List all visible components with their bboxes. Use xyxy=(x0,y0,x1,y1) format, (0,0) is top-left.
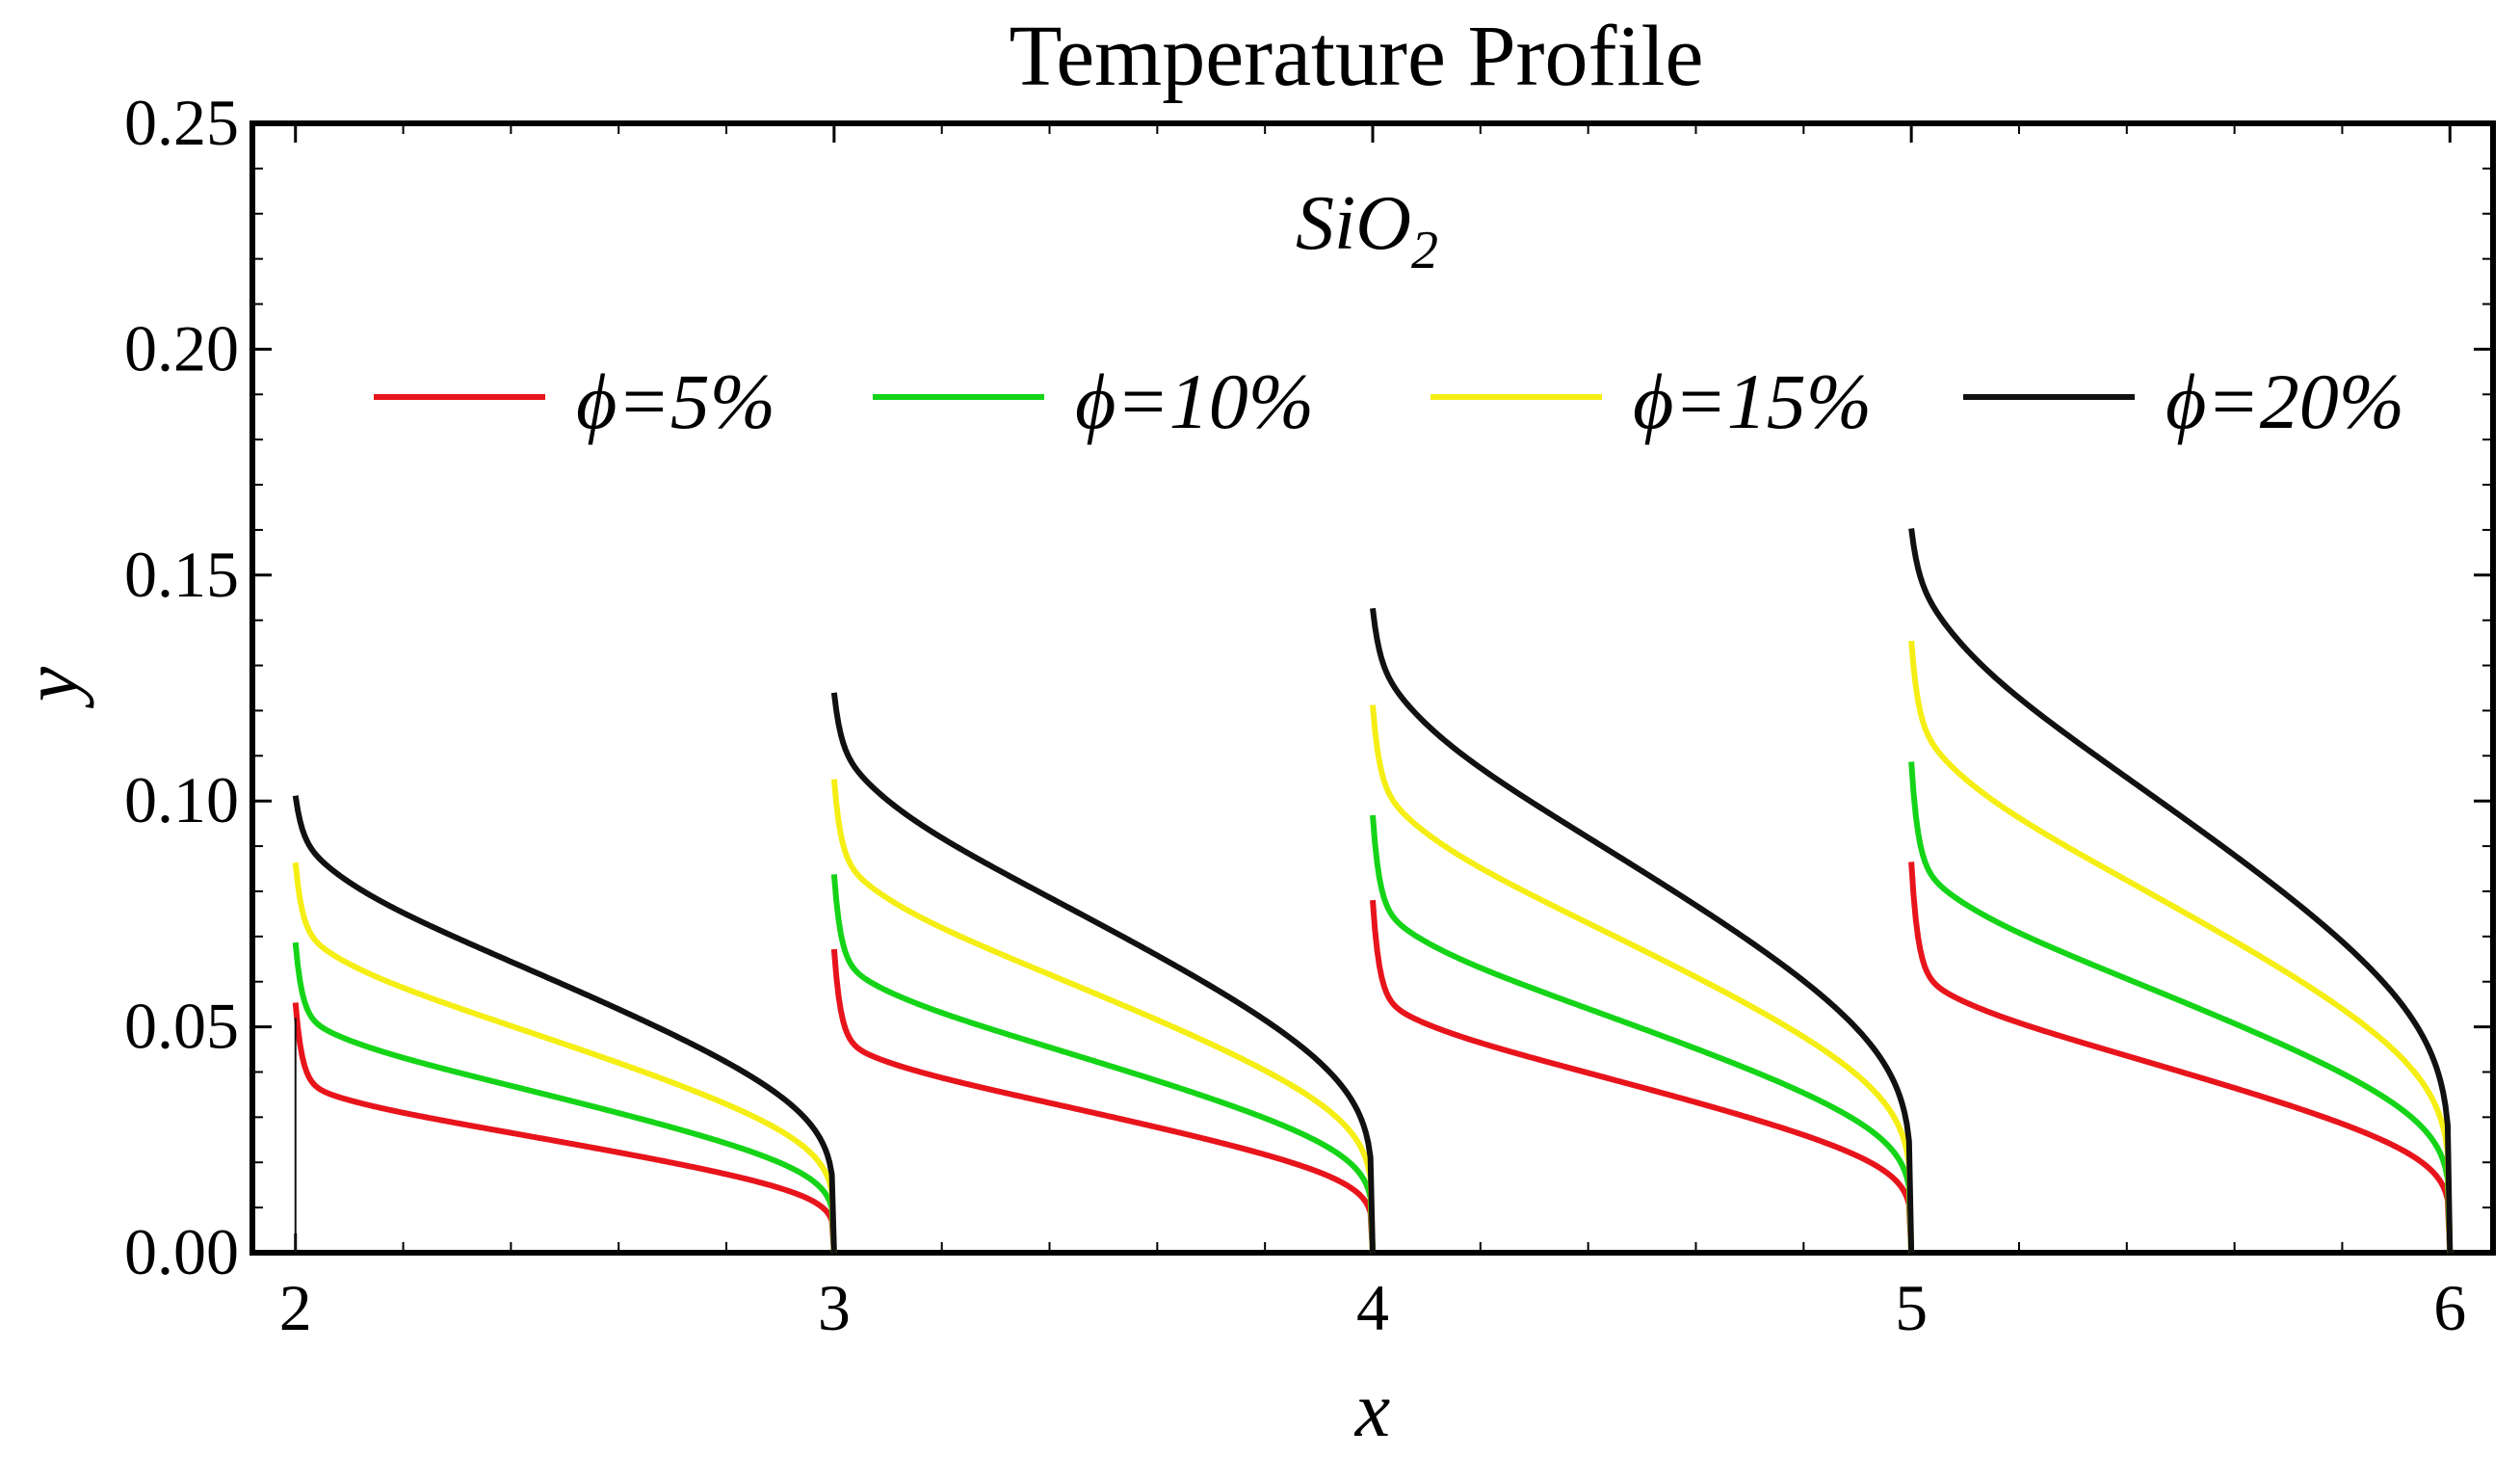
series-line-2-segment-1 xyxy=(292,941,837,1254)
series-lines xyxy=(292,528,2454,1254)
series-line-1-segment-3 xyxy=(1370,899,1915,1254)
y-tick-label: 0.10 xyxy=(124,763,239,836)
legend-label-4: ϕ=20% xyxy=(2166,358,2404,445)
series-line-3-segment-1 xyxy=(292,861,837,1254)
x-axis-label: x xyxy=(1354,1365,1390,1453)
series-line-3-segment-2 xyxy=(830,779,1376,1254)
y-tick-label: 0.05 xyxy=(124,990,239,1063)
x-tick-label: 5 xyxy=(1895,1271,1928,1344)
series-line-1-segment-2 xyxy=(830,948,1376,1254)
material-annotation-subscript: 2 xyxy=(1411,221,1438,280)
y-tick-label: 0.20 xyxy=(124,311,239,384)
series-line-3-segment-3 xyxy=(1370,704,1915,1254)
y-tick-label: 0.00 xyxy=(124,1215,239,1288)
legend: ϕ=5% ϕ=10% ϕ=15% ϕ=20% xyxy=(374,358,2404,445)
series-line-2-segment-2 xyxy=(830,874,1376,1254)
x-tick-label: 6 xyxy=(2433,1271,2466,1344)
y-tick-label: 0.15 xyxy=(124,538,239,611)
legend-label-3: ϕ=15% xyxy=(1633,358,1872,445)
y-tick-label: 0.25 xyxy=(124,86,239,159)
series-line-4-segment-4 xyxy=(1908,528,2454,1254)
series-line-1-segment-1 xyxy=(292,1002,837,1254)
legend-label-2: ϕ=10% xyxy=(1075,358,1314,445)
axis-ticks: 2 3 4 5 6 0.00 0.05 0.10 0.15 0.20 0.25 xyxy=(124,86,2493,1344)
series-line-4-segment-3 xyxy=(1370,607,1915,1254)
series-line-4-segment-2 xyxy=(830,692,1376,1254)
material-annotation-base: SiO xyxy=(1296,181,1411,266)
x-tick-label: 3 xyxy=(818,1271,851,1344)
series-line-2-segment-3 xyxy=(1370,814,1915,1254)
chart-title: Temperature Profile xyxy=(1010,9,1704,104)
plot-frame xyxy=(249,120,2496,1256)
y-axis-label: y xyxy=(7,666,94,708)
x-tick-label: 2 xyxy=(279,1271,312,1344)
series-line-4-segment-1 xyxy=(292,795,837,1254)
x-tick-label: 4 xyxy=(1356,1271,1389,1344)
series-line-2-segment-4 xyxy=(1908,761,2454,1254)
series-line-3-segment-4 xyxy=(1908,640,2454,1254)
series-line-1-segment-4 xyxy=(1908,861,2454,1254)
legend-label-1: ϕ=5% xyxy=(576,358,775,445)
material-annotation: SiO2 xyxy=(1296,181,1438,280)
